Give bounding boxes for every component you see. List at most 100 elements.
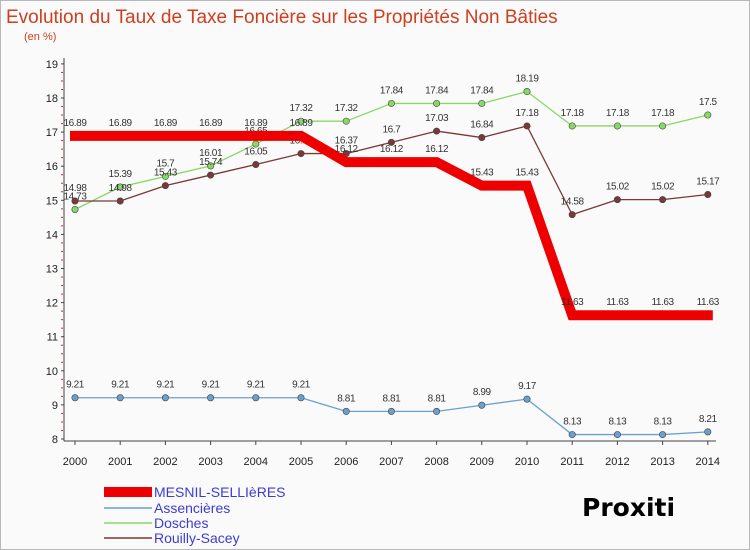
data-point: [478, 99, 486, 107]
data-label: 14.73: [63, 192, 87, 203]
data-point: [116, 197, 124, 205]
data-label: 16.01: [199, 148, 223, 159]
data-label: 16.05: [244, 146, 268, 157]
y-tick-label: 17: [46, 127, 58, 139]
data-point: [433, 127, 441, 135]
data-label: 14.58: [561, 197, 585, 208]
x-tick-label: 2006: [334, 456, 358, 468]
legend-item-assencieres: Assencières: [104, 500, 230, 516]
data-label: 9.21: [247, 380, 266, 391]
legend-label: Rouilly-Sacey: [154, 530, 240, 546]
data-label: 9.21: [66, 380, 85, 391]
data-label: 17.03: [425, 113, 449, 124]
data-point: [252, 394, 260, 402]
x-tick-label: 2013: [650, 456, 674, 468]
data-label: 17.18: [606, 108, 630, 119]
data-point: [704, 191, 712, 199]
data-label: 9.21: [111, 380, 130, 391]
data-label: 8.21: [699, 414, 718, 425]
data-point: [161, 394, 169, 402]
data-label: 17.84: [470, 85, 494, 96]
data-point: [478, 401, 486, 409]
data-label: 15.7: [156, 158, 175, 169]
data-label: 14.98: [63, 183, 87, 194]
data-label: 16.89: [199, 118, 223, 129]
y-tick-label: 12: [46, 298, 58, 310]
data-label: 15.74: [199, 157, 223, 168]
data-point: [116, 394, 124, 402]
data-point: [297, 150, 305, 158]
data-label: 16.12: [335, 144, 359, 155]
y-tick-label: 8: [52, 434, 58, 446]
data-label: 16.89: [154, 118, 178, 129]
data-label: 9.21: [202, 380, 221, 391]
data-label: 14.98: [109, 183, 133, 194]
data-label: 15.43: [515, 168, 539, 179]
x-tick-label: 2009: [470, 456, 494, 468]
data-point: [613, 196, 621, 204]
data-point: [523, 395, 531, 403]
data-label: 17.84: [425, 85, 449, 96]
chart-title: Evolution du Taux de Taxe Foncière sur l…: [6, 7, 558, 28]
data-point: [433, 407, 441, 415]
data-label: 16.12: [425, 144, 449, 155]
data-label: 16.89: [289, 118, 313, 129]
legend-label: MESNIL-SELLIèRES: [154, 484, 286, 500]
x-tick-label: 2012: [605, 456, 629, 468]
data-point: [568, 211, 576, 219]
data-label: 9.17: [518, 381, 537, 392]
data-label: 17.32: [335, 103, 359, 114]
data-point: [387, 138, 395, 146]
data-label: 16.12: [380, 144, 404, 155]
data-point: [342, 117, 350, 125]
data-label: 17.18: [651, 108, 675, 119]
data-point: [342, 407, 350, 415]
legend-item-rouilly-sacey: Rouilly-Sacey: [104, 530, 240, 546]
y-tick-label: 19: [46, 59, 58, 71]
data-point: [523, 122, 531, 130]
y-tick-label: 18: [46, 93, 58, 105]
data-point: [659, 122, 667, 130]
data-label: 15.43: [154, 168, 178, 179]
data-label: 17.18: [515, 108, 539, 119]
x-tick-label: 2014: [696, 456, 720, 468]
data-label: 16.89: [244, 118, 268, 129]
legend: MESNIL-SELLIèRESAssencièresDoschesRouill…: [104, 484, 286, 546]
data-point: [613, 122, 621, 130]
x-tick-label: 2010: [515, 456, 539, 468]
data-point: [161, 182, 169, 190]
data-point: [207, 162, 215, 170]
data-label: 8.81: [428, 393, 447, 404]
y-tick-label: 14: [46, 229, 58, 241]
x-tick-label: 2003: [198, 456, 222, 468]
x-tick-label: 2007: [379, 456, 403, 468]
x-tick-label: 2004: [244, 456, 268, 468]
data-label: 11.63: [651, 297, 674, 308]
y-tick-label: 10: [46, 366, 58, 378]
proxiti-logo: Proxiti: [582, 493, 675, 522]
data-label: 8.13: [563, 417, 582, 428]
data-label: 16.7: [382, 124, 401, 135]
data-label: 16.89: [109, 118, 133, 129]
data-point: [207, 394, 215, 402]
data-point: [252, 160, 260, 168]
data-point: [523, 88, 531, 96]
data-label: 15.02: [606, 182, 630, 193]
data-label: 17.5: [699, 97, 718, 108]
data-label: 17.18: [561, 108, 585, 119]
legend-item-mesnil-sellieres: MESNIL-SELLIèRES: [104, 484, 286, 500]
data-label: 8.81: [337, 393, 356, 404]
data-label: 17.32: [289, 103, 313, 114]
data-point: [704, 428, 712, 436]
axes: 8 9 10 11 12 13 14 15 16 17 18 19 2000 2001 2002 2003 20…: [46, 58, 720, 468]
data-label: 16.89: [63, 118, 87, 129]
data-label: 8.99: [473, 387, 492, 398]
data-label: 16.84: [470, 120, 494, 131]
chart-subtitle: (en %): [24, 31, 56, 43]
y-tick-label: 9: [52, 400, 58, 412]
data-label: 8.81: [382, 393, 401, 404]
